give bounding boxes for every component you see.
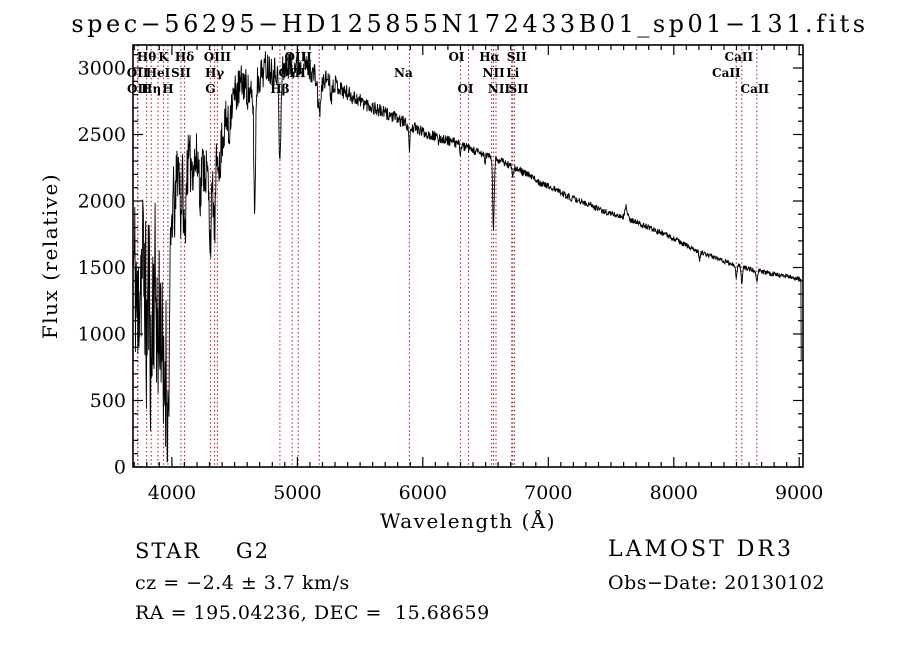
line-marker-label: H — [162, 82, 173, 96]
line-marker-label: Hα — [479, 50, 500, 64]
line-marker-label: OIII — [204, 50, 232, 64]
y-tick-label: 500 — [90, 390, 126, 412]
plot-title: spec−56295−HD125855N172433B01_sp01−131.f… — [71, 10, 869, 38]
y-tick-label: 1500 — [78, 257, 126, 279]
line-marker-label: Li — [506, 66, 519, 80]
x-axis-title: Wavelength (Å) — [380, 508, 556, 533]
y-tick-label: 2000 — [78, 191, 126, 213]
line-marker-label: SII — [509, 82, 529, 96]
cz-velocity-label: cz = −2.4 ± 3.7 km/s — [135, 572, 350, 594]
line-marker-label: CaII — [725, 50, 754, 64]
x-tick-label: 4000 — [148, 482, 196, 504]
obs-date-label: Obs−Date: 20130102 — [608, 572, 825, 594]
line-marker-label: OI — [457, 82, 473, 96]
line-marker-label: OI — [448, 50, 464, 64]
line-marker-label: CaII — [712, 66, 741, 80]
line-marker-label: CaII — [741, 82, 770, 96]
line-marker-label: Hγ — [205, 66, 224, 80]
line-marker-label: Na — [394, 66, 413, 80]
line-marker-label: Hθ — [137, 50, 156, 64]
line-marker-label: HeI — [146, 66, 171, 80]
ra-dec-label: RA = 195.04236, DEC = 15.68659 — [135, 602, 490, 624]
x-tick-label: 5000 — [273, 482, 321, 504]
y-tick-label: 3000 — [78, 58, 126, 80]
plot-frame — [132, 44, 804, 468]
x-tick-label: 6000 — [399, 482, 447, 504]
line-marker-label: NII — [488, 82, 511, 96]
line-marker-label: K — [158, 50, 169, 64]
line-marker-label: NII — [482, 66, 505, 80]
line-marker-label: Hη — [141, 82, 161, 96]
x-tick-label: 9000 — [775, 482, 823, 504]
y-tick-label: 2500 — [78, 124, 126, 146]
line-marker-label: SII — [507, 50, 527, 64]
classification-label: STAR G2 — [135, 539, 271, 563]
y-tick-label: 1000 — [78, 324, 126, 346]
y-axis-title: Flux (relative) — [38, 173, 62, 339]
line-marker-label: Hβ — [270, 82, 289, 96]
y-tick-label: 0 — [114, 457, 126, 479]
spectrum-trace — [132, 51, 802, 463]
x-tick-label: 7000 — [524, 482, 572, 504]
survey-release-label: LAMOST DR3 — [608, 537, 794, 562]
line-marker-label: Hδ — [175, 50, 194, 64]
line-marker-label: SII — [171, 66, 191, 80]
x-tick-label: 8000 — [650, 482, 698, 504]
line-marker-label: G — [205, 82, 215, 96]
